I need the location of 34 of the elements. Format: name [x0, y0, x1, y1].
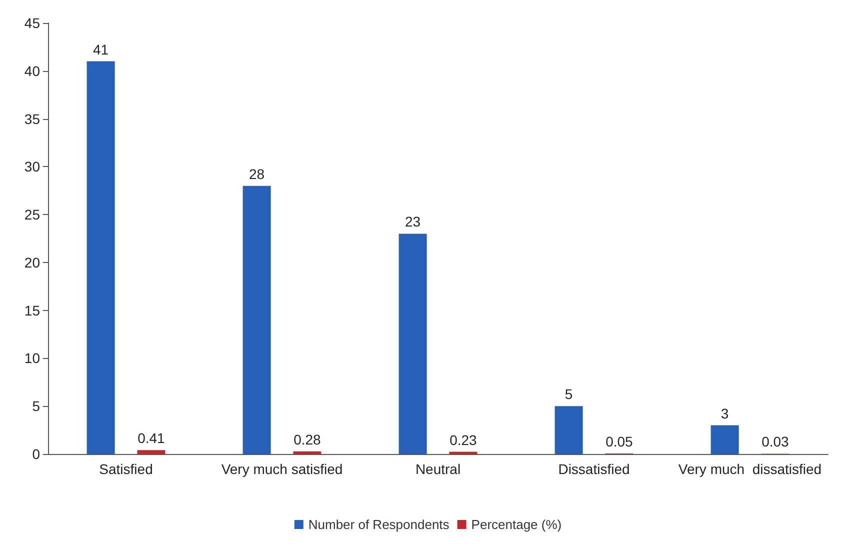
data-label: 0.23 [450, 432, 478, 448]
x-tick-label: Dissatisfied [558, 461, 630, 477]
y-tick-label: 45 [24, 15, 40, 31]
bar [398, 234, 427, 454]
bar [86, 61, 115, 454]
y-tick-label: 25 [24, 206, 40, 223]
legend-label: Number of Respondents [308, 517, 450, 532]
x-tick-label: Neutral [415, 461, 461, 477]
y-tick-label: 20 [24, 254, 40, 270]
bar [554, 406, 583, 454]
data-label: 0.41 [138, 430, 166, 446]
bar [137, 450, 166, 454]
x-tick-label: Very much dissatisfied [678, 461, 822, 477]
y-tick-label: 5 [32, 398, 40, 414]
y-tick-label: 30 [24, 158, 40, 175]
data-label: 0.03 [762, 434, 790, 450]
data-label: 0.05 [606, 434, 634, 450]
bar [242, 186, 271, 454]
y-tick-label: 15 [24, 302, 40, 318]
y-tick-label: 0 [32, 446, 40, 462]
x-tick-label: Very much satisfied [221, 461, 343, 477]
x-tick-label: Satisfied [99, 461, 153, 477]
y-tick-label: 40 [24, 62, 40, 79]
y-tick-label: 10 [24, 350, 40, 366]
data-label: 23 [405, 214, 421, 230]
y-tick-label: 35 [24, 110, 40, 127]
data-label: 0.28 [294, 431, 322, 448]
bar [293, 451, 322, 454]
data-label: 41 [93, 41, 109, 58]
legend-label: Percentage (%) [471, 517, 562, 532]
data-label: 5 [564, 386, 573, 402]
bar [710, 425, 739, 454]
data-label: 28 [249, 166, 265, 182]
data-label: 3 [720, 405, 729, 422]
